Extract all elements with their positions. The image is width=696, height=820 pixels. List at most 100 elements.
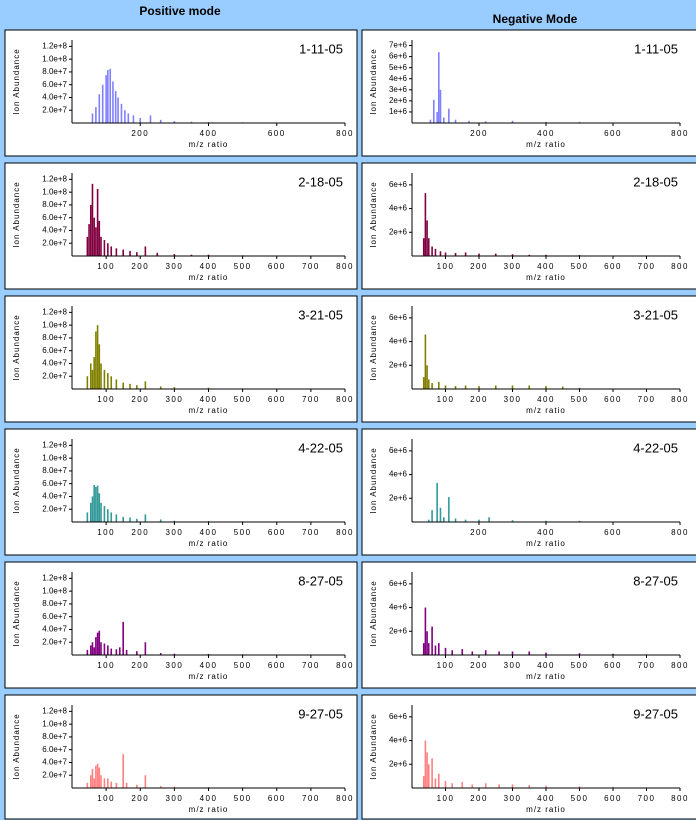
x-tick-label: 300 <box>504 262 522 271</box>
column-header: Negative Mode <box>493 12 578 26</box>
x-tick-label: 600 <box>604 794 622 803</box>
x-tick-label: 600 <box>604 129 622 138</box>
date-label: 8-27-05 <box>298 573 343 588</box>
x-tick-label: 500 <box>234 395 252 404</box>
y-tick-label: 2.0e+7 <box>42 371 67 380</box>
panel <box>361 29 696 157</box>
y-tick-label: 2.0e+7 <box>42 105 67 114</box>
y-tick-label: 4.0e+7 <box>42 758 67 767</box>
x-tick-label: 800 <box>671 528 689 537</box>
y-tick-label: 8.0e+7 <box>42 732 67 741</box>
x-tick-label: 800 <box>671 794 689 803</box>
x-tick-label: 400 <box>537 528 555 537</box>
x-tick-label: 200 <box>470 262 488 271</box>
y-tick-label: 2e+6 <box>389 227 408 236</box>
y-tick-label: 1.2e+8 <box>42 307 67 316</box>
y-tick-label: 2.0e+7 <box>42 637 67 646</box>
x-tick-label: 400 <box>200 794 218 803</box>
date-label: 1-11-05 <box>299 41 343 56</box>
x-tick-label: 500 <box>234 262 252 271</box>
y-tick-label: 1.0e+8 <box>42 586 67 595</box>
x-tick-label: 400 <box>537 129 555 138</box>
x-tick-label: 800 <box>336 262 354 271</box>
y-tick-label: 8.0e+7 <box>42 200 67 209</box>
x-tick-label: 200 <box>131 528 149 537</box>
x-tick-label: 700 <box>638 395 656 404</box>
x-tick-label: 200 <box>470 794 488 803</box>
date-label: 2-18-05 <box>633 174 678 189</box>
y-tick-label: 2e+6 <box>389 360 408 369</box>
x-axis-label: m/z ratio <box>526 273 566 282</box>
x-tick-label: 800 <box>336 528 354 537</box>
y-tick-label: 1e+6 <box>389 107 408 116</box>
x-tick-label: 700 <box>638 661 656 670</box>
x-tick-label: 500 <box>234 661 252 670</box>
panel <box>4 694 358 820</box>
x-tick-label: 300 <box>504 794 522 803</box>
x-tick-label: 400 <box>200 262 218 271</box>
panel <box>4 162 358 290</box>
x-tick-label: 500 <box>571 794 589 803</box>
x-tick-label: 700 <box>302 262 320 271</box>
y-tick-label: 2e+6 <box>389 493 408 502</box>
y-axis-label: Ion Abundance <box>12 713 21 779</box>
x-tick-label: 200 <box>131 395 149 404</box>
y-axis-label: Ion Abundance <box>12 181 21 247</box>
x-axis-label: m/z ratio <box>526 805 566 814</box>
panel <box>4 29 358 157</box>
y-tick-label: 2.0e+7 <box>42 238 67 247</box>
x-tick-label: 300 <box>165 794 183 803</box>
y-axis-label: Ion Abundance <box>369 181 378 247</box>
x-tick-label: 800 <box>336 129 354 138</box>
x-tick-label: 700 <box>302 395 320 404</box>
y-tick-label: 4e+6 <box>389 470 408 479</box>
x-tick-label: 400 <box>537 262 555 271</box>
x-tick-label: 100 <box>97 528 115 537</box>
y-tick-label: 4e+6 <box>389 603 408 612</box>
x-tick-label: 300 <box>504 395 522 404</box>
date-label: 2-18-05 <box>298 174 343 189</box>
x-tick-label: 800 <box>671 661 689 670</box>
x-tick-label: 700 <box>638 262 656 271</box>
y-tick-label: 1.2e+8 <box>42 174 67 183</box>
y-tick-label: 6.0e+7 <box>42 213 67 222</box>
x-tick-label: 100 <box>97 794 115 803</box>
x-tick-label: 700 <box>302 661 320 670</box>
y-tick-label: 4.0e+7 <box>42 625 67 634</box>
x-tick-label: 600 <box>604 661 622 670</box>
x-tick-label: 100 <box>437 395 455 404</box>
y-tick-label: 4e+6 <box>389 74 408 83</box>
x-tick-label: 600 <box>604 395 622 404</box>
date-label: 3-21-05 <box>633 307 678 322</box>
x-tick-label: 700 <box>302 528 320 537</box>
y-axis-label: Ion Abundance <box>369 48 378 114</box>
x-tick-label: 600 <box>268 129 286 138</box>
x-tick-label: 300 <box>165 661 183 670</box>
y-axis-label: Ion Abundance <box>369 314 378 380</box>
x-axis-label: m/z ratio <box>189 672 229 681</box>
date-label: 4-22-05 <box>633 440 678 455</box>
x-tick-label: 700 <box>638 794 656 803</box>
x-axis-label: m/z ratio <box>189 406 229 415</box>
x-tick-label: 200 <box>131 794 149 803</box>
x-tick-label: 100 <box>97 262 115 271</box>
y-tick-label: 6e+6 <box>389 579 408 588</box>
x-axis-label: m/z ratio <box>526 406 566 415</box>
panel <box>361 162 696 290</box>
y-tick-label: 6e+6 <box>389 313 408 322</box>
x-axis-label: m/z ratio <box>526 140 566 149</box>
y-tick-label: 6e+6 <box>389 52 408 61</box>
x-tick-label: 400 <box>537 395 555 404</box>
y-tick-label: 2e+6 <box>389 759 408 768</box>
x-axis-label: m/z ratio <box>526 539 566 548</box>
x-tick-label: 200 <box>470 395 488 404</box>
x-tick-label: 300 <box>165 395 183 404</box>
x-tick-label: 100 <box>97 661 115 670</box>
x-tick-label: 500 <box>571 661 589 670</box>
x-tick-label: 400 <box>200 661 218 670</box>
y-tick-label: 2e+6 <box>389 96 408 105</box>
y-tick-label: 1.0e+8 <box>42 320 67 329</box>
x-axis-label: m/z ratio <box>189 273 229 282</box>
y-tick-label: 1.2e+8 <box>42 573 67 582</box>
